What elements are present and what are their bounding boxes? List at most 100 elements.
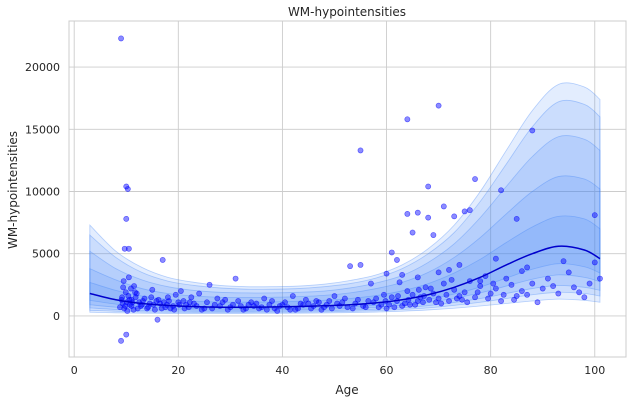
data-point [438, 300, 445, 307]
data-point [433, 299, 439, 306]
y-tick-label: 0 [53, 310, 60, 323]
plot-frame [68, 20, 627, 358]
x-tick-label: 60 [380, 364, 394, 377]
data-point [409, 291, 416, 298]
data-point [420, 299, 426, 306]
x-tick-label: 40 [275, 364, 289, 377]
y-tick-label: 20000 [25, 61, 60, 74]
data-point [529, 127, 536, 134]
data-point [302, 296, 309, 303]
data-point [591, 259, 598, 266]
data-point [560, 258, 567, 265]
data-point [472, 176, 478, 182]
data-point [414, 209, 421, 216]
y-tick-label: 5000 [32, 248, 60, 261]
y-tick-label: 10000 [25, 185, 60, 198]
data-point [357, 262, 364, 268]
data-point [435, 269, 442, 276]
x-tick-label: 100 [584, 364, 605, 377]
data-point [219, 299, 226, 306]
data-point [440, 203, 447, 210]
data-point [123, 331, 130, 338]
data-point [464, 299, 471, 306]
data-point [477, 278, 484, 284]
data-point [396, 279, 403, 286]
data-point [474, 289, 481, 296]
data-point [381, 291, 387, 298]
data-point [404, 116, 411, 123]
data-point [204, 299, 210, 306]
data-point [500, 291, 507, 298]
centile-band [89, 135, 601, 312]
data-point [412, 301, 419, 308]
data-point [487, 290, 494, 297]
data-point [591, 212, 598, 219]
data-point [386, 301, 393, 308]
data-point [550, 283, 557, 289]
data-point [404, 210, 411, 217]
data-point [498, 298, 504, 304]
data-point [597, 275, 603, 282]
y-tick-label: 15000 [25, 123, 60, 136]
median-line [89, 245, 601, 309]
data-point [122, 303, 129, 309]
data-point [430, 232, 437, 238]
data-point [446, 298, 452, 304]
data-point [422, 284, 429, 291]
centile-band [89, 215, 601, 310]
grid [69, 21, 626, 357]
x-tick-labels: 0 20 40 60 80 100 [71, 364, 606, 377]
data-point [586, 280, 593, 287]
data-point [443, 291, 450, 298]
chart-title: WM-hypointensities [288, 5, 406, 19]
data-point [206, 281, 213, 288]
data-point [435, 102, 442, 109]
data-point [539, 285, 546, 292]
data-point [339, 299, 346, 306]
data-point [524, 264, 530, 271]
data-point [459, 296, 465, 303]
data-point [349, 305, 356, 312]
data-point [287, 306, 294, 313]
data-point [529, 280, 536, 287]
data-point [388, 294, 395, 301]
x-axis-label: Age [335, 383, 358, 397]
data-point [407, 301, 413, 308]
data-point [261, 295, 268, 302]
data-point [472, 294, 478, 301]
data-point [448, 276, 455, 283]
y-tick-labels: 0 5000 10000 15000 20000 [25, 61, 60, 323]
data-point [571, 284, 577, 291]
data-point [328, 305, 335, 312]
data-point [576, 289, 583, 296]
data-point [171, 306, 178, 313]
data-point [394, 257, 400, 263]
centile-band [89, 82, 601, 314]
data-point [347, 263, 353, 270]
data-point [178, 288, 184, 294]
data-point [508, 281, 515, 288]
data-point [166, 298, 172, 304]
data-point [466, 207, 473, 214]
data-point [159, 257, 166, 263]
data-point [581, 294, 588, 301]
median-curve [89, 245, 601, 309]
data-point [545, 275, 551, 282]
data-point [399, 271, 406, 278]
data-point [121, 245, 128, 252]
data-point [263, 306, 270, 313]
data-point [186, 299, 193, 306]
data-point [451, 213, 458, 220]
data-point [511, 296, 517, 303]
data-point [404, 288, 411, 294]
data-point [132, 294, 139, 301]
x-tick-label: 0 [71, 364, 78, 377]
data-point [492, 285, 499, 292]
data-point [318, 306, 325, 313]
data-point [368, 280, 374, 287]
data-point [158, 305, 165, 312]
data-point [555, 290, 562, 297]
data-point [446, 266, 452, 273]
data-point [461, 208, 468, 215]
data-point [123, 215, 130, 222]
